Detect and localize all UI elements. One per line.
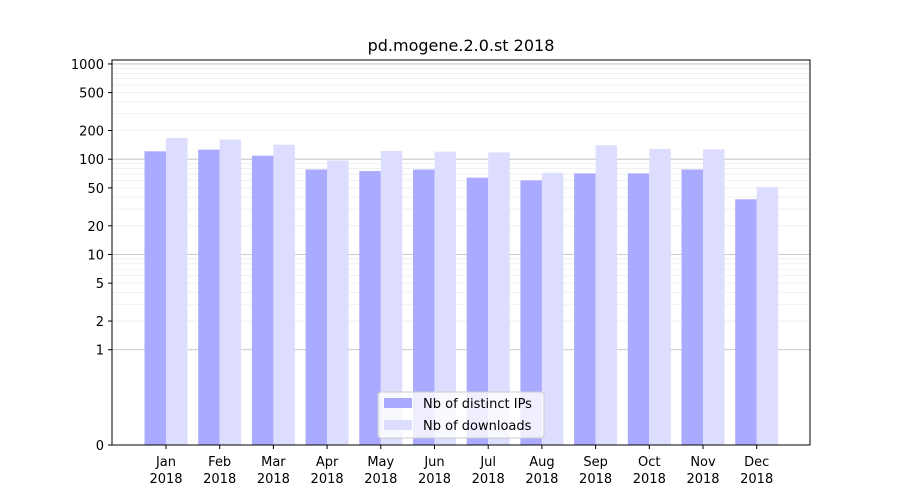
x-tick-label-year: 2018 — [579, 472, 612, 487]
x-tick-label-year: 2018 — [311, 472, 344, 487]
y-tick-label: 100 — [79, 153, 104, 168]
y-tick-label: 500 — [79, 87, 104, 102]
x-tick-label-year: 2018 — [472, 472, 505, 487]
bar-downloads — [488, 152, 510, 445]
y-tick-label: 2 — [96, 315, 104, 330]
legend-swatch-downloads — [384, 420, 412, 430]
bar-downloads — [166, 137, 188, 445]
legend-label-distinct-ips: Nb of distinct IPs — [423, 397, 532, 412]
x-tick-label-year: 2018 — [257, 472, 290, 487]
bar-distinct-ips — [735, 199, 757, 445]
bar-distinct-ips — [359, 171, 381, 445]
x-tick-label-month: Mar — [261, 455, 286, 470]
bar-distinct-ips — [627, 173, 650, 445]
x-tick-label-month: Nov — [690, 455, 716, 470]
chart-title: pd.mogene.2.0.st 2018 — [368, 36, 555, 55]
x-tick-label-year: 2018 — [525, 472, 558, 487]
x-tick-label-month: Dec — [744, 455, 769, 470]
bars-layer — [144, 137, 779, 446]
bar-distinct-ips — [466, 177, 489, 445]
legend-swatch-distinct-ips — [384, 398, 412, 408]
y-tick-label: 1 — [96, 344, 104, 359]
bar-downloads — [434, 151, 456, 445]
y-tick-label: 20 — [87, 220, 104, 235]
bar-downloads — [756, 187, 779, 445]
bar-downloads — [541, 172, 564, 446]
bar-distinct-ips — [198, 149, 220, 446]
bar-downloads — [219, 139, 242, 445]
bar-distinct-ips — [574, 173, 596, 445]
x-tick-label-month: Aug — [529, 455, 554, 470]
bar-distinct-ips — [681, 169, 703, 446]
legend-label-downloads: Nb of downloads — [423, 419, 532, 434]
x-tick-label-year: 2018 — [686, 472, 719, 487]
y-axis: 0 1 2 5 10 20 50 100 200 500 1000 — [71, 58, 112, 454]
x-tick-label-month: Jun — [423, 455, 444, 470]
x-tick-label-year: 2018 — [203, 472, 236, 487]
y-tick-label: 50 — [87, 182, 104, 197]
y-tick-label: 1000 — [71, 58, 104, 73]
x-tick-label-year: 2018 — [740, 472, 773, 487]
bar-distinct-ips — [251, 155, 274, 445]
x-tick-label-month: Oct — [638, 455, 660, 470]
x-tick-label-month: Sep — [583, 455, 608, 470]
bar-downloads — [649, 148, 671, 446]
x-tick-label-year: 2018 — [149, 472, 182, 487]
x-tick-label-year: 2018 — [418, 472, 451, 487]
bar-downloads — [380, 150, 403, 445]
x-tick-label-month: May — [367, 455, 394, 470]
y-tick-label: 0 — [96, 439, 104, 454]
x-tick-label-month: Apr — [316, 455, 339, 470]
bar-distinct-ips — [413, 169, 435, 446]
bar-downloads — [703, 149, 725, 445]
bar-downloads — [273, 144, 295, 445]
x-tick-label-month: Jan — [155, 455, 176, 470]
y-tick-label: 10 — [87, 248, 104, 263]
bar-downloads — [327, 160, 349, 446]
y-tick-label: 200 — [79, 125, 104, 140]
bar-distinct-ips — [144, 151, 166, 445]
y-tick-label: 5 — [96, 277, 104, 292]
x-tick-label-year: 2018 — [633, 472, 666, 487]
bar-distinct-ips — [305, 169, 328, 446]
legend: Nb of distinct IPs Nb of downloads — [377, 391, 545, 439]
legend-box — [377, 391, 545, 439]
x-axis: Jan 2018 Feb 2018 Mar 2018 Apr 2018 May 2018 Jun 20… — [149, 445, 773, 487]
x-tick-label-month: Jul — [479, 455, 496, 470]
bar-downloads — [595, 145, 618, 445]
x-tick-label-month: Feb — [208, 455, 231, 470]
plot-frame — [111, 59, 811, 446]
x-tick-label-year: 2018 — [364, 472, 397, 487]
bar-distinct-ips — [520, 180, 542, 445]
